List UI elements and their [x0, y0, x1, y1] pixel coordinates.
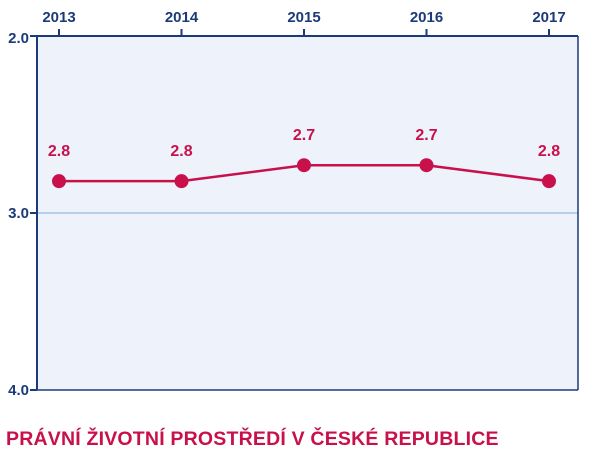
data-point — [297, 158, 311, 173]
data-label: 2.8 — [48, 143, 70, 160]
data-labels: 2.8 2.8 2.7 2.7 2.8 — [48, 127, 560, 160]
data-point — [542, 174, 556, 189]
x-tick-label: 2017 — [532, 9, 565, 26]
series — [52, 158, 556, 189]
data-label: 2.7 — [415, 127, 437, 144]
data-label: 2.7 — [293, 127, 315, 144]
x-tick-label: 2016 — [410, 9, 443, 26]
y-tick-label: 2.0 — [8, 30, 29, 47]
y-tick-label: 4.0 — [8, 382, 29, 399]
x-tick-labels: 2013 2014 2015 2016 2017 — [42, 9, 566, 36]
y-tick-labels: 2.0 3.0 4.0 — [8, 30, 37, 399]
chart-title: PRÁVNÍ ŽIVOTNÍ PROSTŘEDÍ V ČESKÉ REPUBLI… — [6, 428, 499, 450]
data-label: 2.8 — [170, 143, 192, 160]
x-tick-label: 2013 — [42, 9, 75, 26]
data-point — [52, 174, 66, 189]
data-point — [419, 158, 434, 173]
x-tick-label: 2015 — [287, 9, 320, 26]
x-tick-label: 2014 — [165, 9, 199, 26]
data-label: 2.8 — [538, 143, 560, 160]
y-tick-label: 3.0 — [8, 205, 29, 222]
data-point — [174, 174, 189, 189]
